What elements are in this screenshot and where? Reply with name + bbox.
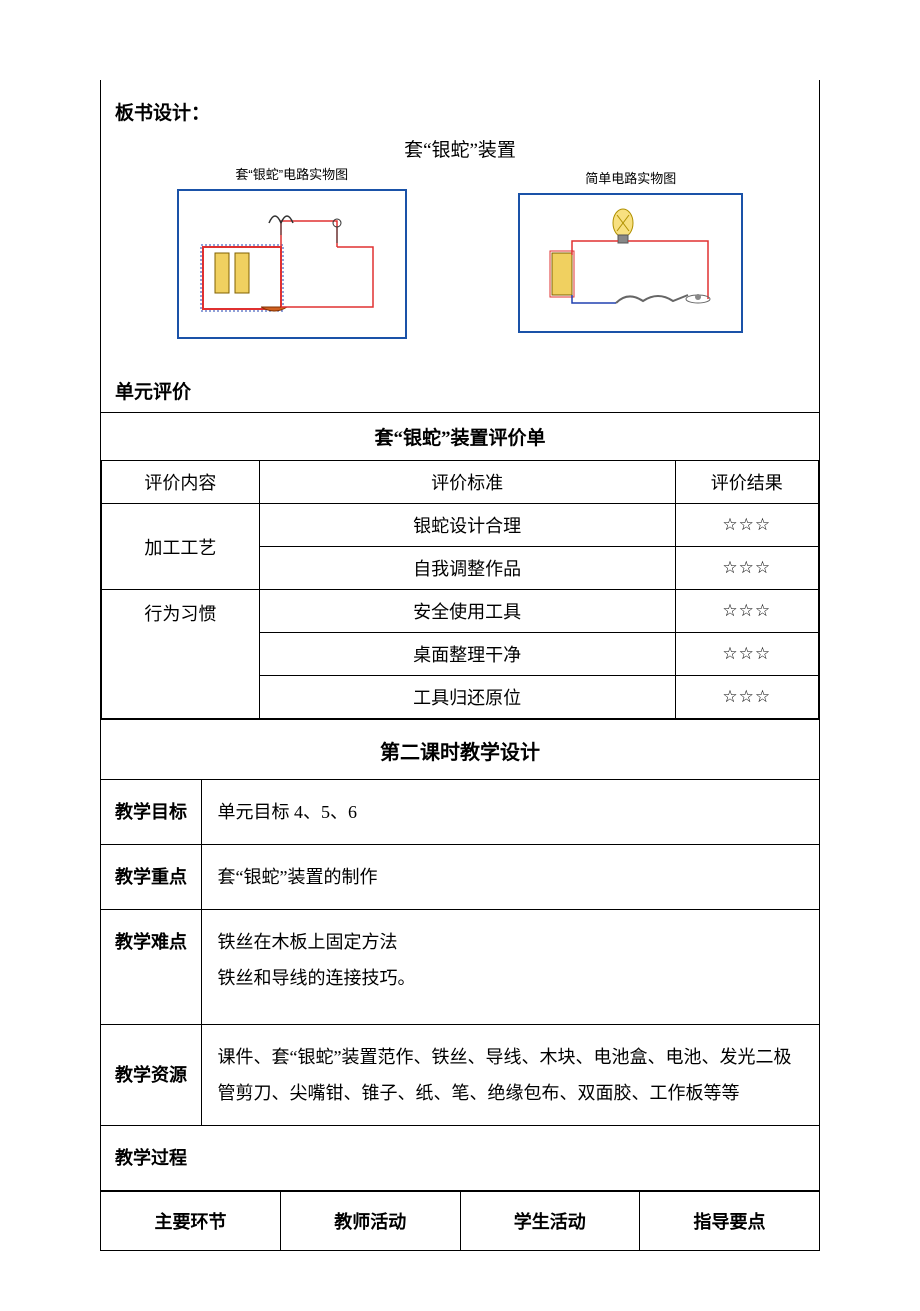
- eval-standard-cell: 自我调整作品: [259, 547, 675, 590]
- eval-header-standard: 评价标准: [259, 461, 675, 504]
- eval-standard-cell: 安全使用工具: [259, 590, 675, 633]
- proc-col-1: 教师活动: [281, 1192, 461, 1251]
- process-header-row: 主要环节 教师活动 学生活动 指导要点: [101, 1192, 819, 1251]
- circuit-right-svg: [528, 203, 733, 323]
- proc-col-2: 学生活动: [460, 1192, 640, 1251]
- eval-row: 行为习惯 安全使用工具 ☆☆☆: [102, 590, 819, 633]
- lesson-process-row: 教学过程: [101, 1126, 819, 1191]
- eval-standard-cell: 银蛇设计合理: [259, 504, 675, 547]
- lesson2-title: 第二课时教学设计: [101, 719, 819, 779]
- eval-stars-cell: ☆☆☆: [675, 547, 818, 590]
- proc-col-3: 指导要点: [640, 1192, 820, 1251]
- eval-header-result: 评价结果: [675, 461, 818, 504]
- lesson-difficulty-label: 教学难点: [101, 910, 201, 1025]
- eval-standard-cell: 桌面整理干净: [259, 633, 675, 676]
- eval-header-row: 评价内容 评价标准 评价结果: [102, 461, 819, 504]
- lesson-goal-label: 教学目标: [101, 780, 201, 845]
- device-title: 套“银蛇”装置: [101, 133, 819, 164]
- proc-col-0: 主要环节: [101, 1192, 281, 1251]
- eval-row: 加工工艺 银蛇设计合理 ☆☆☆: [102, 504, 819, 547]
- eval-standard-cell: 工具归还原位: [259, 676, 675, 719]
- lesson-difficulty-text: 铁丝在木板上固定方法 铁丝和导线的连接技巧。: [201, 910, 819, 1025]
- diagram-left-box: [177, 189, 407, 339]
- diagram-row: 套“银蛇”电路实物图 简单电路实物图: [101, 164, 819, 359]
- eval-table: 评价内容 评价标准 评价结果 加工工艺 银蛇设计合理 ☆☆☆ 自我调整作品 ☆☆…: [101, 460, 819, 719]
- process-header-table: 主要环节 教师活动 学生活动 指导要点: [101, 1191, 819, 1250]
- diagram-left-block: 套“银蛇”电路实物图: [177, 164, 407, 339]
- eval-stars-cell: ☆☆☆: [675, 633, 818, 676]
- lesson-process-label: 教学过程: [101, 1126, 819, 1191]
- diagram-right-caption: 简单电路实物图: [585, 168, 676, 187]
- eval-stars-cell: ☆☆☆: [675, 590, 818, 633]
- lesson-resource-text: 课件、套“银蛇”装置范作、铁丝、导线、木块、电池盒、电池、发光二极管剪刀、尖嘴钳…: [201, 1025, 819, 1126]
- diagram-right-box: [518, 193, 743, 333]
- lesson-resource-row: 教学资源 课件、套“银蛇”装置范作、铁丝、导线、木块、电池盒、电池、发光二极管剪…: [101, 1025, 819, 1126]
- lesson-resource-label: 教学资源: [101, 1025, 201, 1126]
- unit-eval-label: 单元评价: [101, 359, 819, 412]
- board-design-label: 板书设计：: [101, 80, 819, 133]
- lesson-table: 教学目标 单元目标 4、5、6 教学重点 套“银蛇”装置的制作 教学难点 铁丝在…: [101, 779, 819, 1191]
- lesson-goal-row: 教学目标 单元目标 4、5、6: [101, 780, 819, 845]
- lesson-difficulty-row: 教学难点 铁丝在木板上固定方法 铁丝和导线的连接技巧。: [101, 910, 819, 1025]
- lesson-focus-row: 教学重点 套“银蛇”装置的制作: [101, 845, 819, 910]
- diagram-right-block: 简单电路实物图: [518, 168, 743, 333]
- eval-stars-cell: ☆☆☆: [675, 504, 818, 547]
- circuit-left-svg: [187, 199, 397, 329]
- eval-content-cell: 加工工艺: [102, 504, 260, 590]
- eval-content-cell: 行为习惯: [102, 590, 260, 719]
- document-frame: 板书设计： 套“银蛇”装置 套“银蛇”电路实物图: [100, 80, 820, 1251]
- eval-stars-cell: ☆☆☆: [675, 676, 818, 719]
- lesson-focus-label: 教学重点: [101, 845, 201, 910]
- diagram-left-caption: 套“银蛇”电路实物图: [235, 164, 348, 183]
- lesson-goal-text: 单元目标 4、5、6: [201, 780, 819, 845]
- eval-header-content: 评价内容: [102, 461, 260, 504]
- lesson-focus-text: 套“银蛇”装置的制作: [201, 845, 819, 910]
- eval-sheet-title: 套“银蛇”装置评价单: [101, 412, 819, 460]
